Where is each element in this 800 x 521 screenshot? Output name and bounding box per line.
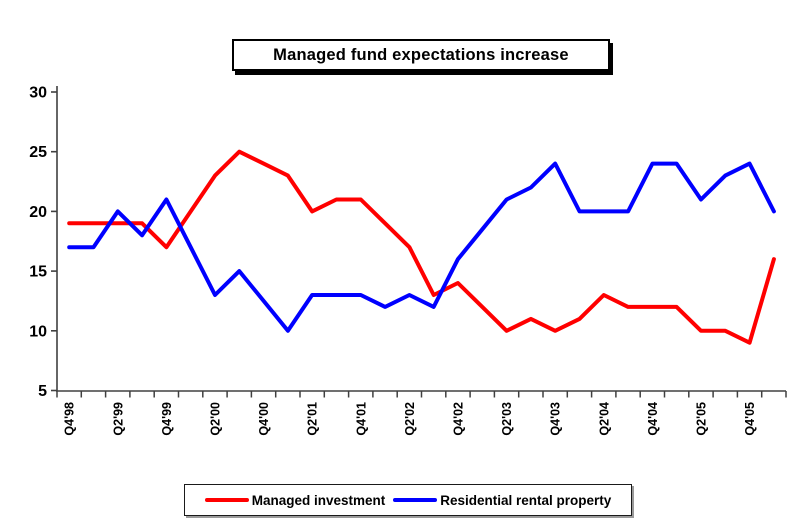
x-tick-label: Q4'99 (160, 402, 174, 436)
legend-item-managed-investment: Managed investment (204, 492, 386, 508)
legend-label-residential-rental-property: Residential rental property (440, 492, 612, 508)
x-tick-label: Q4'05 (743, 402, 757, 436)
x-tick-label: Q2'01 (306, 402, 320, 436)
x-tick-label: Q2'03 (500, 402, 514, 436)
legend-label-managed-investment: Managed investment (251, 492, 386, 508)
x-tick-label: Q4'01 (354, 402, 368, 436)
x-tick-label: Q2'05 (694, 402, 708, 436)
x-tick-label: Q4'98 (63, 402, 77, 436)
y-tick-label: 25 (29, 144, 47, 161)
residential-rental-property-line-sample (393, 498, 438, 502)
y-tick-label: 15 (29, 264, 47, 281)
x-tick-label: Q2'99 (111, 402, 125, 436)
y-tick-label: 10 (29, 323, 47, 340)
managed-investment-line-sample (204, 498, 249, 502)
x-tick-label: Q4'00 (257, 402, 271, 436)
x-tick-label: Q4'02 (451, 402, 465, 436)
x-tick-label: Q4'04 (646, 402, 660, 436)
y-tick-label: 30 (29, 85, 47, 102)
series-line-residential-rental-property (67, 161, 776, 333)
chart-title: Managed fund expectations increase (273, 45, 569, 64)
legend-item-residential-rental-property: Residential rental property (393, 493, 611, 508)
x-tick-label: Q2'02 (403, 402, 417, 436)
y-tick-label: 5 (38, 383, 47, 400)
x-tick-label: Q2'04 (597, 402, 611, 436)
y-tick-label: 20 (29, 204, 47, 221)
x-tick-label: Q4'03 (549, 402, 563, 436)
chart-title-box: Managed fund expectations increase (232, 39, 610, 71)
x-tick-label: Q2'00 (208, 402, 222, 436)
legend: Managed investment Residential rental pr… (184, 484, 632, 516)
series-line-managed-investment (67, 149, 776, 345)
